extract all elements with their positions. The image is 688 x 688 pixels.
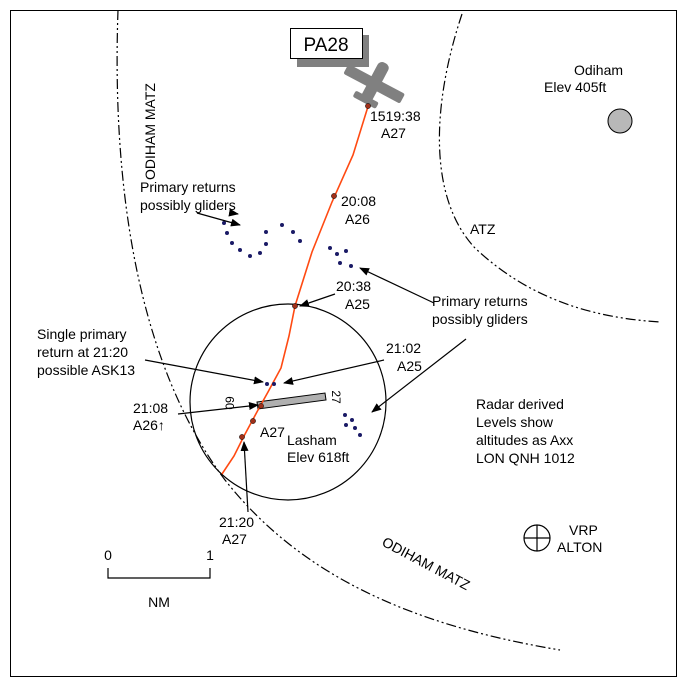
track-label-level-1: A27 [381,125,406,141]
scale-bar-line [107,568,211,579]
lasham-runway [256,392,327,410]
pa28-label-box [290,28,363,59]
primary-returns-cluster-center [328,246,353,268]
single-primary-return-dot [265,382,269,386]
primary-return-dot [264,230,268,234]
track-point [239,434,245,440]
primary-return-dot [358,433,362,437]
track-label-time-4: 21:02 [386,340,421,356]
scale-end: 1 [206,547,214,563]
single-primary-line-3: possible ASK13 [37,362,135,378]
track-point [365,103,371,109]
runway-end-09: 09 [223,396,237,410]
radar-note-line-1: Radar derived [476,396,564,412]
track-label-time-3: 20:38 [336,278,371,294]
track-point [292,303,298,309]
primary-return-dot [298,239,302,243]
pa28-aircraft-icon [344,61,405,109]
single-primary-line-1: Single primary [37,326,126,342]
track-point [331,193,337,199]
primary-return-dot [248,254,252,258]
primary-returns-cluster-lasham [343,413,362,437]
arrow-2120 [240,441,249,513]
atz-label: ATZ [470,221,496,237]
primary-return-dot [349,264,353,268]
primary-return-dot [230,241,234,245]
track-label-level-3: A25 [345,296,370,312]
primary-return-dot [344,249,348,253]
primary-return-dot [335,252,339,256]
track-label-level-6: A27 [222,531,247,547]
runway-end-27: 27 [329,390,343,404]
radar-note-line-2: Levels show [476,414,554,430]
scale-unit: NM [148,594,170,610]
track-point [258,403,264,409]
radar-note-line-4: LON QNH 1012 [476,450,575,466]
lasham-circle [189,303,387,501]
vrp-label: VRP [569,522,598,538]
track-label-time-1: 1519:38 [370,108,421,124]
odiham-airfield-symbol [607,108,633,134]
primary-return-dot [258,251,262,255]
primary-return-dot [353,426,357,430]
odiham-matz-boundary [116,9,561,651]
arrow-2108 [177,402,259,415]
atz-boundary [438,13,661,323]
primary-return-dot [328,246,332,250]
odiham-elevation: Elev 405ft [544,79,606,95]
primary-return-dot [280,223,284,227]
primary-returns-left-line-2: possibly gliders [140,197,236,213]
vrp-name: ALTON [557,539,602,555]
track-label-time-5: 21:08 [133,400,168,416]
odiham-name: Odiham [574,62,623,78]
odiham-matz-label-west: ODIHAM MATZ [142,83,158,180]
track-label-level-4: A25 [397,358,422,374]
arrow-2102 [283,359,385,385]
primary-return-dot [264,242,268,246]
radar-note-line-3: altitudes as Axx [476,432,573,448]
scale-bar: 0 1 NM [104,547,214,610]
lasham-name: Lasham [287,432,337,448]
primary-returns-right-line-2: possibly gliders [432,311,528,327]
arrow-primary-left-short [228,208,239,217]
primary-return-dot [238,248,242,252]
odiham-matz-label-south: ODIHAM MATZ [380,534,474,594]
track-label-time-6: 21:20 [219,514,254,530]
primary-return-dot [344,423,348,427]
track-label-time-2: 20:08 [341,193,376,209]
lasham-a27-label: A27 [260,424,285,440]
arrow-primary-left [196,212,241,227]
primary-return-dot [291,230,295,234]
arrow-single-primary [144,359,264,385]
primary-return-dot [343,413,347,417]
primary-returns-right-line-1: Primary returns [432,293,528,309]
primary-returns-cluster-upper-left [222,221,302,258]
arrow-primary-right-lower [371,338,467,413]
pa28-label: PA28 [303,35,348,56]
primary-return-dot [222,221,226,225]
primary-return-dot [225,231,229,235]
track-label-level-5: A26↑ [133,417,165,433]
arrow-primary-right-upper [359,267,435,304]
single-primary-line-2: return at 21:20 [37,344,128,360]
scale-start: 0 [104,547,112,563]
primary-return-dot [338,261,342,265]
arrow-2038 [299,293,336,307]
track-point [250,418,256,424]
diagram-border [10,10,677,677]
primary-return-dot [350,418,354,422]
track-label-level-2: A26 [345,211,370,227]
primary-returns-left-line-1: Primary returns [140,179,236,195]
single-primary-return-dot [272,382,276,386]
lasham-elevation: Elev 618ft [287,449,349,465]
